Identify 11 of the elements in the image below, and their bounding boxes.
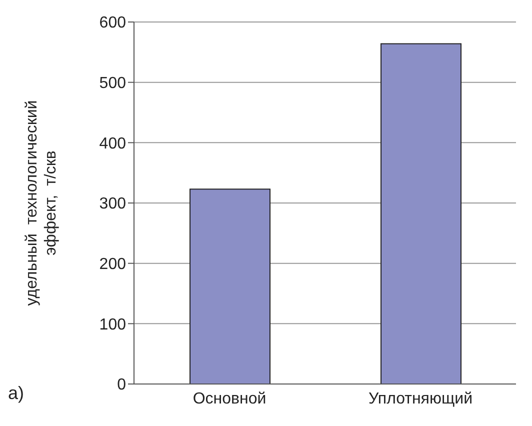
y-tick-label: 200 xyxy=(99,256,126,274)
text: а) xyxy=(8,383,24,404)
y-tick-label: 0 xyxy=(117,376,126,394)
y-tick-label: 600 xyxy=(99,14,126,32)
y-axis-title: удельный технологический эффект, т/скв xyxy=(24,100,60,306)
y-tick-label: 500 xyxy=(99,75,126,92)
y-tick-label: 300 xyxy=(99,196,126,213)
y-tick-label: 400 xyxy=(99,135,126,152)
y-tick-label: 100 xyxy=(99,316,126,334)
x-tick-label: Основной xyxy=(192,390,266,408)
x-tick-label: Уплотняющий xyxy=(368,390,473,408)
